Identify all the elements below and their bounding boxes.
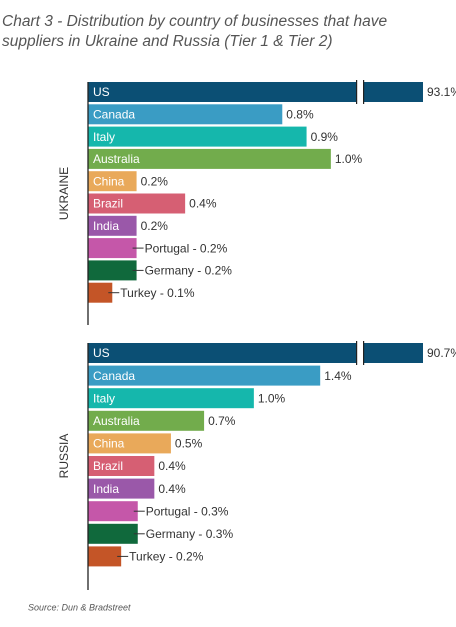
value-label: 1.4% [324,369,352,383]
bar [88,523,138,544]
axis-break [356,341,364,365]
bar [88,171,137,192]
value-label: 0.4% [189,197,217,211]
category-label: China [93,174,125,188]
bar [88,238,137,259]
value-label: Portugal - 0.3% [146,504,229,518]
value-label: 0.2% [141,174,169,188]
value-label: 0.4% [158,459,186,473]
bar [88,104,283,125]
bar [88,478,155,499]
chart-title: Chart 3 - Distribution by country of bus… [2,13,387,30]
category-label: China [93,437,125,451]
bar [88,546,122,567]
bar [88,126,307,147]
value-label: 1.0% [258,391,286,405]
bar [88,148,331,169]
bar [88,456,155,476]
bar [88,282,113,303]
bar [88,501,138,522]
category-label: Australia [93,152,140,166]
category-label: Australia [93,414,140,428]
axis-label: UKRAINE [57,167,71,220]
axis-break [356,80,364,104]
bar [88,260,137,281]
value-label: 93.1% [427,85,456,99]
value-label: Turkey - 0.2% [129,550,204,564]
value-label: 1.0% [335,152,363,166]
value-label: 0.7% [208,414,236,428]
chart-title: suppliers in Ukraine and Russia (Tier 1 … [2,33,333,50]
value-label: Germany - 0.2% [145,264,233,278]
category-label: Canada [93,369,135,383]
value-label: 0.4% [158,482,186,496]
category-label: Brazil [93,197,123,211]
category-label: US [93,346,110,360]
bar [88,388,254,409]
bar [88,433,171,454]
value-label: Turkey - 0.1% [120,286,195,300]
category-label: Canada [93,107,135,121]
value-label: 0.9% [311,130,339,144]
value-label: 90.7% [427,346,456,360]
value-label: Germany - 0.3% [146,527,234,541]
category-label: Brazil [93,459,123,473]
bar [88,82,423,102]
value-label: 0.8% [286,107,314,121]
value-label: 0.2% [141,219,169,233]
bar [88,193,186,214]
bar [88,365,321,386]
bar [88,410,205,431]
category-label: India [93,482,119,496]
axis-label: RUSSIA [57,434,71,479]
category-label: Italy [93,391,115,405]
value-label: 0.5% [175,437,203,451]
bar [88,343,423,363]
value-label: Portugal - 0.2% [145,241,228,255]
source: Source: Dun & Bradstreet [28,602,131,612]
category-label: Italy [93,130,115,144]
category-label: India [93,219,119,233]
bar [88,215,137,236]
category-label: US [93,85,110,99]
